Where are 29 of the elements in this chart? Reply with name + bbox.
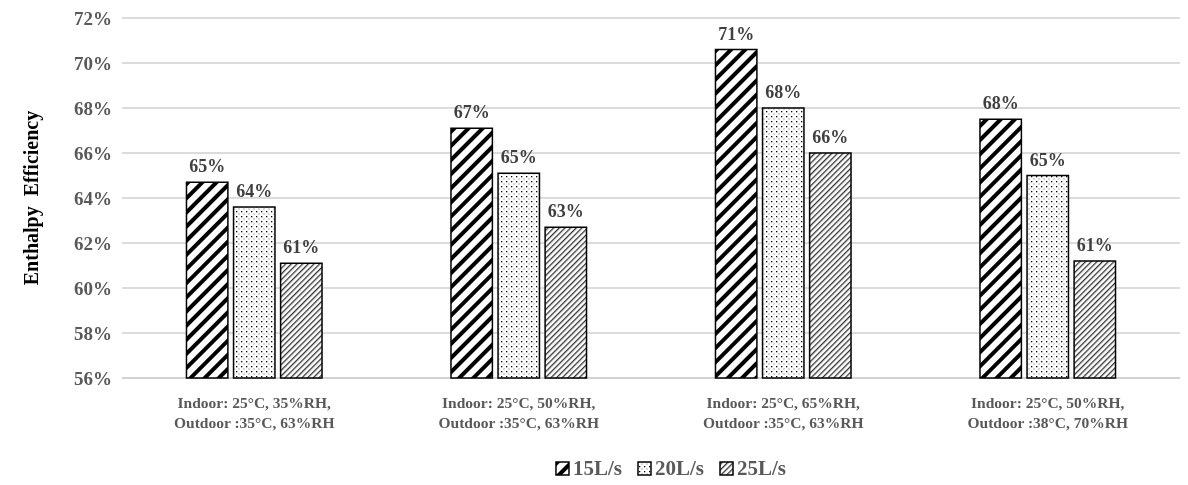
y-tick-label: 64% [74,187,112,209]
y-tick-label: 56% [74,367,112,389]
y-tick-label: 60% [74,277,112,299]
y-tick-label: 72% [74,7,112,29]
data-label: 68% [982,93,1019,114]
y-tick-label: 62% [74,232,112,254]
data-label: 71% [718,23,755,44]
x-tick-label: Indoor: 25°C, 65%RH, Outdoor :35°C, 63%RH [703,394,864,431]
y-axis-title: Enthalpy Efficiency [20,110,43,286]
x-tick-label: Indoor: 25°C, 35%RH, Outdoor :35°C, 63%RH [174,394,335,431]
data-label: 63% [547,201,584,222]
data-label: 67% [453,102,490,123]
y-tick-label: 70% [74,52,112,74]
data-label: 65% [189,156,226,177]
y-tick-label: 58% [74,322,112,344]
data-label: 65% [500,147,537,168]
x-tick-label: Indoor: 25°C, 50%RH, Outdoor :35°C, 63%RH [438,394,599,431]
data-label: 64% [236,181,273,201]
legend-label: 20L/s [654,456,705,480]
y-tick-label: 66% [74,142,112,164]
data-label: 66% [812,127,849,147]
data-label: 68% [765,82,802,102]
legend-label: 25L/s [737,456,787,480]
y-tick-label: 68% [74,97,112,119]
x-tick-label: Indoor: 25°C, 50%RH, Outdoor :38°C, 70%RH [967,394,1128,431]
data-label: 61% [1076,235,1113,255]
legend-label: 15L/s [572,456,622,480]
data-label: 61% [283,237,320,258]
data-label: 65% [1029,149,1066,170]
